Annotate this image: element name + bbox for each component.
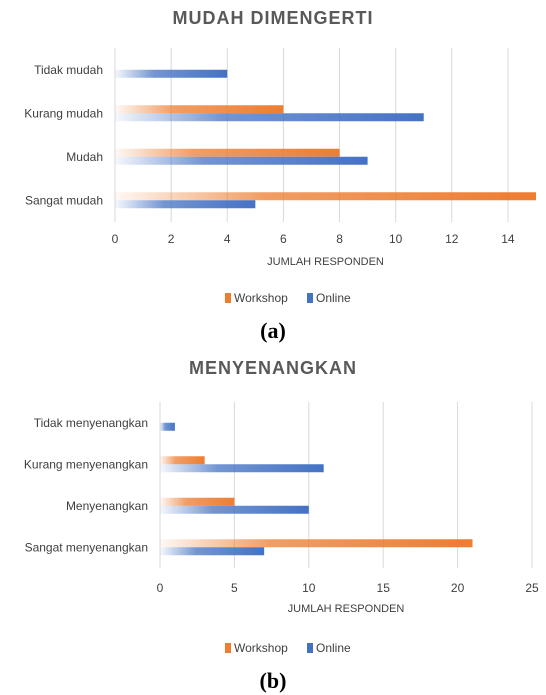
legend-label-workshop: Workshop — [234, 291, 288, 305]
bar-online — [115, 113, 424, 122]
legend-label-workshop: Workshop — [234, 641, 288, 655]
chart-title: MENYENANGKAN — [189, 358, 357, 378]
x-tick-label: 0 — [157, 581, 164, 595]
x-tick-label: 5 — [231, 581, 238, 595]
bar-workshop — [115, 148, 340, 157]
chart-a-svg: MUDAH DIMENGERTI 0 2 4 6 8 10 12 14 Sangat mudah M… — [24, 8, 536, 343]
x-tick-label: 20 — [451, 581, 465, 595]
panel-label: (b) — [260, 668, 287, 693]
x-tick-label: 25 — [525, 581, 539, 595]
legend-swatch-online — [307, 293, 313, 303]
bar-online — [115, 200, 256, 209]
x-tick-label: 0 — [112, 232, 119, 246]
legend-label-online: Online — [316, 291, 351, 305]
x-tick-label: 10 — [389, 232, 403, 246]
category-label: Tidak menyenangkan — [34, 416, 148, 430]
x-tick-label: 2 — [168, 232, 175, 246]
x-axis-title: JUMLAH RESPONDEN — [288, 603, 405, 615]
bar-online — [115, 69, 228, 78]
bar-workshop — [160, 497, 235, 506]
x-tick-label: 8 — [336, 232, 343, 246]
x-tick-label: 10 — [302, 581, 316, 595]
chart-panel-b: MENYENANGKAN 0 5 10 15 20 25 Sangat menyenangka… — [0, 348, 546, 695]
category-label: Menyenangkan — [66, 499, 148, 513]
x-tick-label: 6 — [280, 232, 287, 246]
x-tick-label: 14 — [501, 232, 515, 246]
bar-online — [160, 422, 175, 431]
category-label: Tidak mudah — [34, 63, 103, 77]
category-label: Mudah — [66, 150, 103, 164]
category-label: Kurang menyenangkan — [24, 457, 148, 471]
bar-online — [160, 547, 265, 556]
bar-workshop — [160, 456, 205, 465]
x-tick-label: 4 — [224, 232, 231, 246]
category-label: Sangat mudah — [25, 193, 103, 207]
panel-label: (a) — [260, 318, 286, 343]
legend-swatch-workshop — [225, 293, 231, 303]
chart-b-svg: MENYENANGKAN 0 5 10 15 20 25 Sangat menyenangka… — [24, 358, 539, 693]
legend-swatch-workshop — [225, 643, 231, 653]
bar-workshop — [115, 192, 536, 201]
legend-label-online: Online — [316, 641, 351, 655]
bar-online — [160, 505, 309, 514]
chart-panel-a: MUDAH DIMENGERTI 0 2 4 6 8 10 12 14 Sangat mudah M… — [24, 8, 536, 343]
x-axis-title: JUMLAH RESPONDEN — [267, 256, 384, 268]
category-label: Sangat menyenangkan — [25, 540, 148, 554]
bar-workshop — [160, 539, 473, 548]
legend-swatch-online — [307, 643, 313, 653]
bar-online — [160, 464, 324, 473]
x-tick-label: 15 — [377, 581, 391, 595]
chart-title: MUDAH DIMENGERTI — [173, 8, 374, 28]
x-tick-label: 12 — [445, 232, 459, 246]
bar-online — [115, 156, 368, 165]
category-label: Kurang mudah — [24, 106, 103, 120]
bar-workshop — [115, 105, 284, 114]
